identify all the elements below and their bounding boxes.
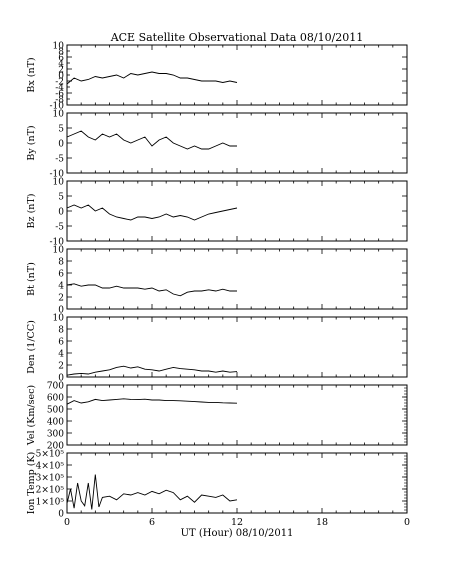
y-tick-label: -5: [55, 155, 64, 165]
y-axis-label: Bz (nT): [26, 194, 37, 229]
panel-frame: [66, 180, 408, 242]
panel-3: -10 -5 0 5 10 Bz (nT): [26, 178, 408, 248]
y-axis-label: Vel (Km/sec): [26, 385, 37, 446]
panel-6: 200 300 400 500 600 700 Vel (Km/sec): [26, 382, 408, 452]
y-tick-label: 8: [58, 258, 64, 268]
y-tick-label: 4: [58, 60, 64, 70]
series-line: [66, 398, 238, 405]
y-axis-label: By (nT): [26, 125, 37, 160]
y-tick-label: 0: [58, 208, 64, 218]
panel-frame: [66, 316, 408, 378]
series-line: [66, 474, 238, 510]
y-tick-label: 4: [58, 350, 64, 360]
x-tick-label: 12: [231, 517, 243, 528]
y-tick-label: 600: [47, 394, 64, 404]
series-line: [66, 71, 238, 85]
panel-4: 0 2 4 6 8 10 Bt (nT): [26, 246, 408, 316]
y-tick-label: 300: [47, 430, 64, 440]
y-tick-label: 500: [47, 406, 64, 416]
panel-frame: [66, 384, 408, 446]
y-tick-label: 8: [58, 326, 64, 336]
y-tick-label: 1×10⁵: [36, 498, 65, 508]
y-tick-label: -10: [50, 102, 65, 112]
y-tick-label: 6: [58, 270, 64, 280]
y-tick-label: 10: [53, 110, 65, 120]
y-tick-label: 2×10⁵: [36, 486, 65, 496]
panel-frame: [66, 112, 408, 174]
y-tick-label: 6: [58, 338, 64, 348]
y-tick-label: 6: [58, 54, 64, 64]
x-tick-labels: 0 6 12 18 0: [64, 517, 410, 528]
y-tick-label: 0: [58, 510, 64, 520]
y-tick-label: 0: [58, 140, 64, 150]
y-tick-label: 2: [58, 294, 64, 304]
series-line: [66, 204, 238, 221]
x-tick-label: 18: [316, 517, 328, 528]
x-axis-label: UT (Hour) 08/10/2011: [181, 528, 294, 539]
panel-5: 0 2 4 6 8 10 Den (1/CC): [26, 314, 408, 384]
series-line: [66, 283, 237, 297]
y-tick-label: 5: [58, 193, 64, 203]
series-line: [66, 130, 237, 150]
y-axis-label: Bt (nT): [26, 262, 37, 296]
y-tick-label: 5×10⁵: [36, 450, 65, 460]
y-tick-label: -6: [55, 90, 64, 100]
y-tick-label: 0: [58, 374, 64, 384]
y-tick-label: 2: [58, 362, 64, 372]
y-tick-label: 8: [58, 48, 64, 58]
y-tick-label: 0: [58, 306, 64, 316]
panel-1: -10 -6 -2 2 6 10 -8 -4 0 4 8 Bx (nT): [26, 42, 408, 112]
panel-frame: [66, 248, 408, 310]
y-axis-label: Ion Temp (K): [26, 452, 37, 514]
y-tick-label: 5: [58, 125, 64, 135]
y-tick-label: 3×10⁵: [36, 474, 65, 484]
y-axis-label: Bx (nT): [26, 57, 37, 92]
y-tick-label: -5: [55, 223, 64, 233]
y-tick-label: -8: [55, 96, 64, 106]
y-axis-label: Den (1/CC): [26, 320, 37, 374]
y-tick-label: -10: [50, 170, 65, 180]
panel-frame: [66, 44, 408, 106]
y-tick-label: 10: [53, 178, 65, 188]
y-tick-label: 4×10⁵: [36, 462, 65, 472]
y-tick-label: 2: [58, 66, 64, 76]
y-tick-label: 10: [53, 314, 65, 324]
panel-2: -10 -5 0 5 10 By (nT): [26, 110, 408, 180]
y-tick-label: 700: [47, 382, 64, 392]
y-tick-label: 200: [47, 442, 64, 452]
panel-frame: [66, 452, 408, 514]
y-tick-label: 4: [58, 282, 64, 292]
x-tick-label: 6: [149, 517, 155, 528]
x-tick-label: 0: [404, 517, 410, 528]
y-tick-label: 400: [47, 418, 64, 428]
y-tick-label: 0: [58, 72, 64, 82]
y-tick-label: -2: [55, 78, 64, 88]
y-tick-label: 10: [53, 42, 65, 52]
y-tick-label: 10: [53, 246, 65, 256]
panels: -10 -6 -2 2 6 10 -8 -4 0 4 8 Bx (nT) -10 -5 0 5 10 By (nT…: [26, 42, 408, 520]
x-tick-label: 0: [64, 517, 70, 528]
y-tick-label: -10: [50, 238, 65, 248]
y-tick-label: -4: [55, 84, 64, 94]
figure-title: ACE Satellite Observational Data 08/10/2…: [110, 31, 364, 44]
